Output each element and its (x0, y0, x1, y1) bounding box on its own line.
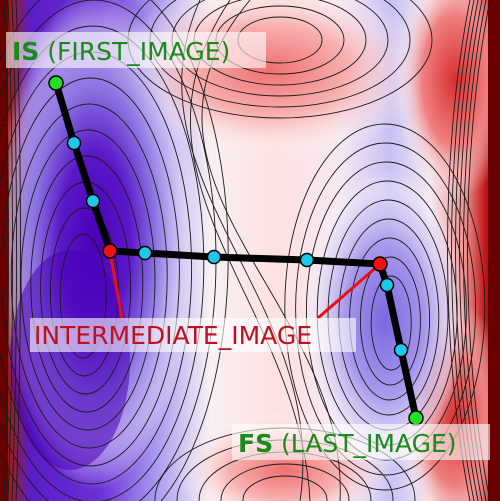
contour-line (338, 218, 440, 416)
image-node (137, 245, 153, 261)
is-label-background (6, 32, 266, 68)
image-node (85, 193, 101, 209)
fs-label-background (232, 424, 490, 460)
intermediate-image-node (372, 256, 388, 272)
contour-line (201, 0, 341, 501)
final-state-node (408, 410, 424, 426)
intermediate-image-node (102, 243, 118, 259)
image-node (206, 249, 222, 265)
svg-text:FS (LAST_IMAGE): FS (LAST_IMAGE) (238, 429, 457, 458)
contour-line (189, 0, 311, 501)
contour-line (295, 142, 477, 476)
intermediate-label-background (30, 318, 356, 352)
is-label: IS (FIRST_IMAGE) (6, 32, 266, 68)
contour-line (359, 256, 421, 386)
path-images (48, 75, 424, 426)
contour-line (181, 0, 304, 501)
image-node (393, 342, 409, 358)
image-node (66, 135, 82, 151)
svg-text:IS (FIRST_IMAGE): IS (FIRST_IMAGE) (12, 37, 230, 66)
contour-line (370, 275, 412, 371)
image-node (379, 277, 395, 293)
pointer-line-right (317, 262, 381, 320)
contour-line (220, 463, 350, 501)
fs-full-name: (LAST_IMAGE) (273, 429, 456, 458)
pointer-line-left (108, 251, 124, 319)
contour-line (30, 155, 144, 413)
initial-state-node (48, 75, 64, 91)
contour-line (20, 129, 156, 431)
intermediate-label-text: INTERMEDIATE_IMAGE (34, 321, 312, 350)
contour-line (59, 233, 107, 359)
is-full-name: (FIRST_IMAGE) (39, 37, 230, 66)
intermediate-pointers (108, 251, 381, 320)
is-abbr: IS (12, 37, 39, 66)
contour-line (242, 475, 328, 501)
fs-label: FS (LAST_IMAGE) (232, 424, 490, 460)
fs-abbr: FS (238, 429, 273, 458)
contour-line (10, 103, 168, 449)
image-node (299, 252, 315, 268)
contour-line (0, 25, 205, 501)
contour-line (0, 77, 180, 467)
intermediate-label: INTERMEDIATE_IMAGE (30, 318, 356, 352)
contour-line (284, 123, 486, 491)
